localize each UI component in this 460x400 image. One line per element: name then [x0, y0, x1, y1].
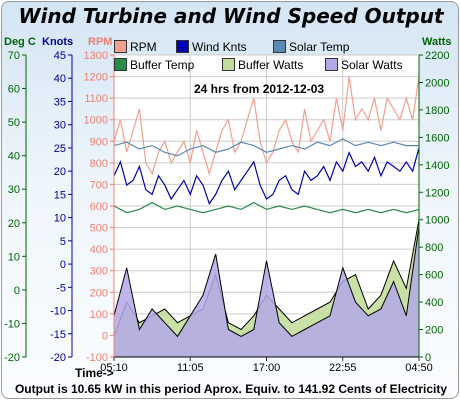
- deg_c-tick-label: 50: [8, 117, 20, 129]
- rpm-tick-label: 900: [90, 136, 108, 148]
- watts-tick-label: 1200: [425, 187, 449, 199]
- output-summary: Output is 10.65 kW in this period Aprox.…: [14, 382, 448, 396]
- legend-wind-knts: Wind Knts: [176, 39, 247, 55]
- knots-tick-label: -20: [50, 352, 66, 364]
- deg_c-tick-label: 0: [14, 285, 20, 297]
- deg_c-tick-label: 10: [8, 251, 20, 263]
- knots-tick-label: -10: [50, 306, 66, 318]
- rpm-tick-label: 700: [90, 179, 108, 191]
- legend-buffer-watts-label: Buffer Watts: [238, 58, 304, 72]
- series-line-rpm: [113, 76, 420, 176]
- deg-c-axis-title: Deg C: [4, 36, 36, 48]
- legend-wind-knts-swatch: [176, 40, 189, 53]
- legend-solar-watts-swatch: [325, 58, 338, 71]
- legend-rpm-swatch: [114, 40, 127, 53]
- time-axis-label: Time->: [75, 366, 114, 380]
- deg_c-tick-label: 60: [8, 84, 20, 96]
- watts-tick-label: 1400: [425, 160, 449, 172]
- legend-solar-temp-swatch: [273, 40, 286, 53]
- legend-wind-knts-label: Wind Knts: [192, 40, 247, 54]
- watts-tick-label: 400: [425, 297, 443, 309]
- rpm-tick-label: 200: [90, 287, 108, 299]
- watts-tick-label: 600: [425, 270, 443, 282]
- legend-buffer-watts-swatch: [222, 58, 235, 71]
- knots-tick-label: -5: [56, 282, 66, 294]
- rpm-tick-label: 800: [90, 158, 108, 170]
- x-tick-label: 11:05: [177, 362, 204, 374]
- knots-tick-label: 15: [54, 189, 66, 201]
- watts-axis-title: Watts: [422, 36, 452, 48]
- rpm-tick-label: -100: [86, 352, 108, 364]
- rpm-tick-label: 100: [90, 309, 108, 321]
- x-tick-label: 05:10: [100, 362, 128, 374]
- watts-tick-label: 1600: [425, 132, 449, 144]
- rpm-tick-label: 500: [90, 223, 108, 235]
- deg_c-tick-label: -20: [4, 352, 20, 364]
- legend-solar-watts: Solar Watts: [325, 57, 403, 73]
- legend-buffer-temp: Buffer Temp: [114, 57, 194, 73]
- series-line-buffer-temp: [113, 201, 420, 214]
- deg_c-tick-label: 20: [8, 218, 20, 230]
- knots-axis-title: Knots: [42, 36, 74, 48]
- knots-tick-label: 5: [60, 236, 66, 248]
- legend-buffer-temp-swatch: [114, 58, 127, 71]
- series-line-solar-temp: [113, 138, 419, 157]
- x-tick-label: 22:55: [329, 362, 357, 374]
- legend-buffer-temp-label: Buffer Temp: [130, 58, 195, 72]
- knots-tick-label: 30: [54, 120, 66, 132]
- legend-rpm-label: RPM: [130, 40, 157, 54]
- legend-solar-watts-label: Solar Watts: [341, 58, 403, 72]
- knots-tick-label: 25: [54, 143, 66, 155]
- chart-subtitle: 24 hrs from 2012-12-03: [194, 82, 325, 96]
- chart-title: Wind Turbine and Wind Speed Output: [18, 4, 444, 28]
- knots-tick-label: 20: [54, 166, 66, 178]
- watts-tick-label: 2200: [425, 50, 449, 62]
- watts-tick-label: 1800: [425, 105, 449, 117]
- deg_c-tick-label: 30: [8, 184, 20, 196]
- knots-tick-label: -15: [50, 329, 66, 341]
- x-tick-label: 17:00: [253, 362, 281, 374]
- deg_c-tick-label: -10: [4, 318, 20, 330]
- rpm-tick-label: 400: [90, 244, 108, 256]
- series-area-solar-watts: [113, 226, 420, 358]
- knots-tick-label: 35: [54, 96, 66, 108]
- rpm-tick-label: 1300: [84, 50, 108, 62]
- knots-tick-label: 40: [54, 73, 66, 85]
- rpm-tick-label: 1000: [84, 115, 108, 127]
- legend-solar-temp: Solar Temp: [273, 39, 349, 55]
- legend-buffer-watts: Buffer Watts: [222, 57, 303, 73]
- deg_c-tick-label: 70: [8, 50, 20, 62]
- watts-tick-label: 800: [425, 242, 443, 254]
- series-line-wind-knts: [113, 147, 420, 206]
- x-tick-label: 04:50: [405, 362, 433, 374]
- knots-tick-label: 10: [54, 213, 66, 225]
- knots-tick-label: 0: [60, 259, 66, 271]
- rpm-tick-label: 600: [90, 201, 108, 213]
- legend-rpm: RPM: [114, 39, 157, 55]
- watts-tick-label: 200: [425, 325, 443, 337]
- legend-solar-temp-label: Solar Temp: [289, 40, 350, 54]
- deg_c-tick-label: 40: [8, 151, 20, 163]
- rpm-tick-label: 300: [90, 266, 108, 278]
- watts-tick-label: 0: [425, 352, 431, 364]
- rpm-tick-label: 1100: [84, 93, 108, 105]
- knots-tick-label: 45: [54, 50, 66, 62]
- watts-tick-label: 1000: [425, 215, 449, 227]
- rpm-tick-label: 0: [102, 330, 108, 342]
- watts-tick-label: 2000: [425, 77, 449, 89]
- rpm-tick-label: 1200: [84, 72, 108, 84]
- rpm-axis-title: RPM: [88, 36, 113, 48]
